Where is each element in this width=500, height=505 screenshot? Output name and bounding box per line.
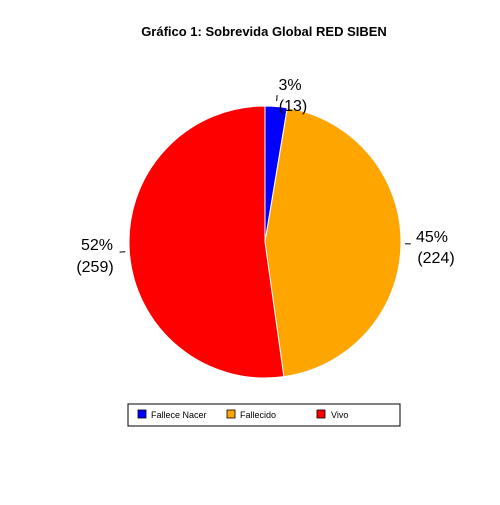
slice-label-vivo-count: (259) [76,259,113,276]
legend: Fallece Nacer Fallecido Vivo [128,404,400,426]
pie-slices [129,106,401,378]
chart-title: Gráfico 1: Sobrevida Global RED SIBEN [141,24,387,39]
legend-swatch-fallece-nacer [138,410,146,418]
legend-label-fallece-nacer: Fallece Nacer [151,410,207,420]
slice-label-fallece-nacer-percent: 3% [278,77,301,94]
legend-label-vivo: Vivo [331,410,348,420]
legend-label-fallecido: Fallecido [240,410,276,420]
slice-label-fallecido-percent: 45% [416,229,448,246]
legend-swatch-vivo [317,410,325,418]
label-leader-fallece-nacer [277,95,278,101]
slice-label-fallece-nacer-count: (13) [279,98,307,115]
legend-swatch-fallecido [227,410,235,418]
slice-label-vivo-percent: 52% [81,237,113,254]
slice-label-fallecido-count: (224) [417,250,454,267]
pie-slice-vivo [129,106,284,378]
pie-slice-fallecido [265,108,401,377]
